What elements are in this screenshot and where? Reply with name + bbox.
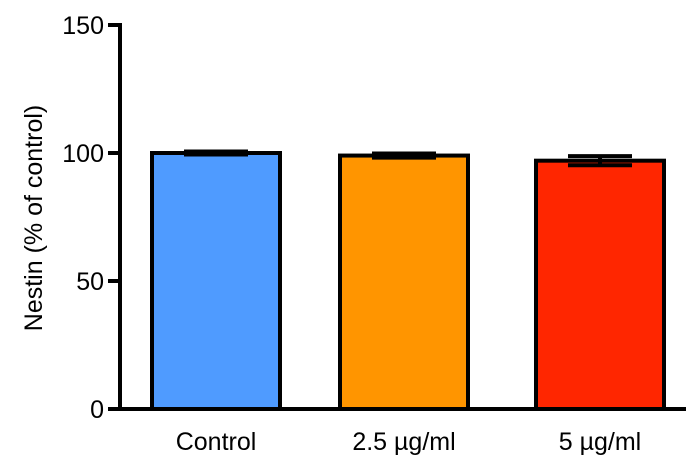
y-tick-label: 0 [90, 396, 104, 424]
y-ticks-group: 0 50 100 150 [62, 12, 120, 424]
y-tick-label: 150 [62, 12, 104, 40]
x-tick-label: 2.5 µg/ml [352, 428, 455, 456]
y-tick-label: 50 [76, 268, 104, 296]
bars-group [150, 151, 666, 411]
error-bars-group [184, 149, 632, 168]
bar-3 [534, 158, 666, 411]
bar-2 [338, 153, 470, 411]
x-tick-label: 5 µg/ml [559, 428, 641, 456]
y-axis-title: Nestin (% of control) [20, 105, 48, 331]
x-tick-labels-group: Control 2.5 µg/ml 5 µg/ml [176, 428, 642, 456]
bar-1 [150, 151, 282, 411]
y-tick-label: 100 [62, 140, 104, 168]
axes-group [118, 23, 686, 411]
x-tick-label: Control [176, 428, 257, 456]
